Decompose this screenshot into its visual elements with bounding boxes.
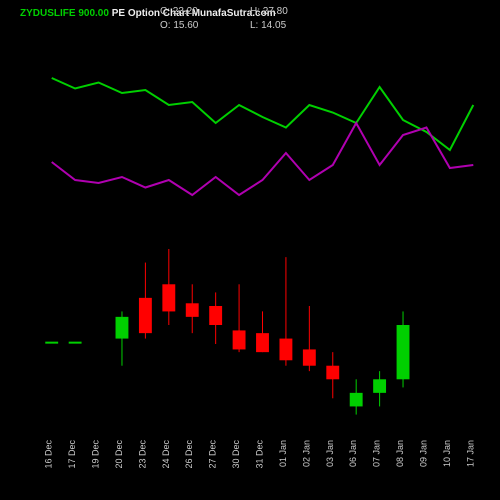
candle-body [350,393,363,407]
info-high-label: H: [250,6,260,17]
candle-body [256,333,269,352]
x-axis-label: 06 Jan [348,440,358,467]
info-low: L: 14.05 [250,20,286,31]
info-high-value: 27.80 [263,6,288,17]
info-low-value: 14.05 [261,20,286,31]
candle-body [397,325,410,379]
chart-title: ZYDUSLIFE 900.00 PE Option Chart MunafaS… [20,8,276,19]
x-axis-label: 02 Jan [301,440,311,467]
x-axis-label: 10 Jan [442,440,452,467]
candle-body [279,339,292,361]
candle-body [303,349,316,365]
info-close-label: C: [160,6,170,17]
x-axis-label: 09 Jan [418,440,428,467]
candle-body [162,284,175,311]
info-open: O: 15.60 [160,20,198,31]
candle-body [233,330,246,349]
chart-container: { "title": { "parts": [ {"text":"ZYDUSLI… [0,0,500,500]
info-open-value: 15.60 [173,20,198,31]
x-axis-label: 31 Dec [255,440,265,469]
indicator-line-purple [52,123,474,195]
candle-body [116,317,129,339]
candle-body [139,298,152,333]
candle-body [373,379,386,393]
info-close: C: 23.20 [160,6,198,17]
x-axis-label: 30 Dec [231,440,241,469]
info-high: H: 27.80 [250,6,288,17]
x-axis-label: 26 Dec [184,440,194,469]
x-axis-label: 17 Dec [67,440,77,469]
x-axis-label: 23 Dec [137,440,147,469]
title-symbol: ZYDUSLIFE 900.00 [20,8,112,19]
chart-svg: 16 Dec 17 Dec 19 Dec 20 Dec 23 Dec 24 Dec 26 D… [0,0,500,500]
x-axis-label: 17 Jan [465,440,475,467]
candle-body [326,366,339,380]
x-axis-label: 03 Jan [325,440,335,467]
info-low-label: L: [250,20,258,31]
info-close-value: 23.20 [173,6,198,17]
indicator-line-green [52,78,474,150]
candle-body [186,303,199,317]
candle-body [209,306,222,325]
x-axis-label: 07 Jan [372,440,382,467]
x-axis-label: 16 Dec [44,440,54,469]
x-axis-label: 01 Jan [278,440,288,467]
x-axis-label: 24 Dec [161,440,171,469]
info-open-label: O: [160,20,171,31]
x-axis-label: 27 Dec [208,440,218,469]
x-axis-label: 19 Dec [91,440,101,469]
x-axis-label: 20 Dec [114,440,124,469]
x-axis-label: 08 Jan [395,440,405,467]
